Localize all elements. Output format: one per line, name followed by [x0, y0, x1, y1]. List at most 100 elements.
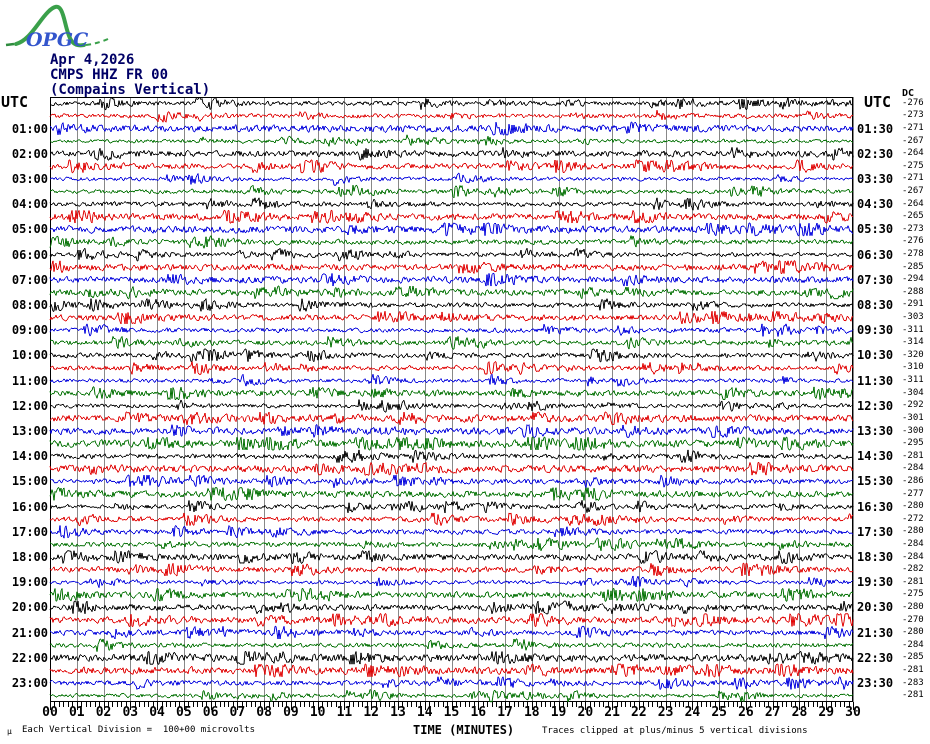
microvolt-symbol: µ	[7, 727, 12, 736]
minute-label: 11	[336, 705, 353, 720]
dc-value: -275	[902, 589, 924, 600]
dc-value: -304	[902, 387, 924, 398]
time-label-left: 23:00	[11, 676, 48, 691]
dc-value: -267	[902, 186, 924, 197]
time-label-left: 09:00	[11, 323, 48, 338]
dc-value: -276	[902, 97, 924, 108]
minute-label: 08	[256, 705, 272, 720]
time-label-right: 10:30	[857, 348, 894, 363]
minute-label: 25	[711, 705, 727, 720]
minute-label: 20	[577, 705, 594, 720]
dc-value: -314	[902, 337, 924, 348]
time-label-right: 15:30	[857, 474, 894, 489]
time-label-left: 13:00	[11, 424, 48, 438]
dc-value: -278	[902, 249, 924, 260]
dc-value: -271	[902, 123, 924, 133]
dc-value: -300	[902, 425, 924, 436]
time-label-right: 21:30	[857, 625, 894, 640]
dc-value: -265	[902, 211, 924, 222]
dc-value: -310	[902, 362, 924, 373]
dc-value: -281	[902, 664, 924, 675]
time-label-left: 12:00	[11, 398, 48, 413]
dc-value: -301	[902, 412, 924, 423]
time-label-right: 02:30	[857, 146, 894, 161]
minute-label: 15	[443, 705, 460, 720]
dc-value: -320	[902, 349, 924, 360]
time-label-right: 18:30	[857, 550, 894, 565]
dc-value: -284	[902, 639, 924, 650]
dc-value: -281	[902, 690, 924, 701]
dc-value: -273	[902, 223, 924, 234]
time-label-left: 07:00	[11, 272, 48, 287]
time-label-right: 11:30	[857, 373, 894, 388]
minute-label: 13	[390, 705, 406, 720]
time-label-left: 04:00	[11, 197, 48, 212]
dc-value: -275	[902, 160, 924, 171]
minute-label: 17	[497, 705, 513, 720]
dc-value: -281	[902, 450, 924, 461]
dc-value: -303	[902, 312, 924, 323]
dc-value: -277	[902, 488, 924, 499]
minute-label: 27	[764, 705, 781, 720]
time-label-right: 16:30	[857, 499, 894, 514]
minute-label: 12	[363, 705, 380, 720]
time-label-left: 18:00	[11, 550, 48, 565]
dc-value: -288	[902, 286, 924, 297]
dc-value: -271	[902, 173, 924, 184]
minute-label: 22	[631, 705, 647, 720]
time-label-right: 20:30	[857, 600, 894, 615]
dc-value: -292	[902, 400, 924, 411]
x-axis-title: TIME (MINUTES)	[413, 723, 515, 737]
dc-value: -280	[902, 526, 924, 537]
minute-label: 09	[283, 705, 299, 720]
minute-label: 16	[470, 705, 487, 720]
time-label-left: 17:00	[11, 524, 48, 539]
time-label-left: 16:00	[11, 499, 48, 514]
dc-value: -264	[902, 148, 924, 159]
dc-value: -286	[902, 475, 924, 486]
minute-label: 19	[550, 705, 567, 720]
minute-label: 14	[416, 705, 433, 720]
time-label-right: 01:30	[857, 121, 894, 136]
dc-value: -280	[902, 501, 924, 512]
time-label-right: 06:30	[857, 247, 894, 262]
dc-value: -280	[902, 627, 924, 638]
time-label-left: 05:00	[11, 222, 48, 237]
minute-label: 07	[229, 705, 246, 720]
minute-label: 26	[738, 705, 754, 720]
minute-label: 00	[42, 705, 58, 720]
minute-label: 03	[122, 705, 139, 720]
time-label-left: 06:00	[11, 247, 48, 262]
dc-value: -284	[902, 538, 924, 549]
minute-label: 21	[604, 705, 620, 720]
minute-label: 01	[68, 705, 85, 720]
clip-note: Traces clipped at plus/minus 5 vertical …	[542, 726, 808, 736]
dc-value: -281	[902, 576, 924, 587]
time-label-left: 08:00	[11, 297, 48, 312]
time-label-right: 22:30	[857, 650, 894, 665]
minute-label: 29	[818, 705, 835, 720]
time-label-right: 12:30	[857, 398, 894, 413]
dc-value: -283	[902, 677, 924, 688]
time-label-right: 13:30	[857, 424, 894, 438]
minute-label: 24	[684, 705, 701, 720]
dc-value: -284	[902, 551, 924, 562]
dc-value: -280	[902, 601, 924, 612]
dc-value: -264	[902, 198, 924, 209]
dc-value: -294	[902, 274, 924, 285]
time-label-right: 03:30	[857, 171, 894, 186]
time-label-right: 07:30	[857, 272, 894, 287]
time-label-right: 19:30	[857, 575, 894, 590]
dc-value: -270	[902, 614, 924, 625]
dc-value: -272	[902, 513, 924, 524]
minute-label: 30	[845, 705, 861, 720]
minute-label: 06	[202, 705, 219, 720]
time-label-left: 03:00	[11, 171, 48, 186]
dc-value: -267	[902, 135, 924, 146]
time-label-right: 23:30	[857, 676, 894, 691]
dc-value: -273	[902, 110, 924, 121]
dc-value: -284	[902, 463, 924, 474]
time-label-right: 09:30	[857, 323, 894, 338]
